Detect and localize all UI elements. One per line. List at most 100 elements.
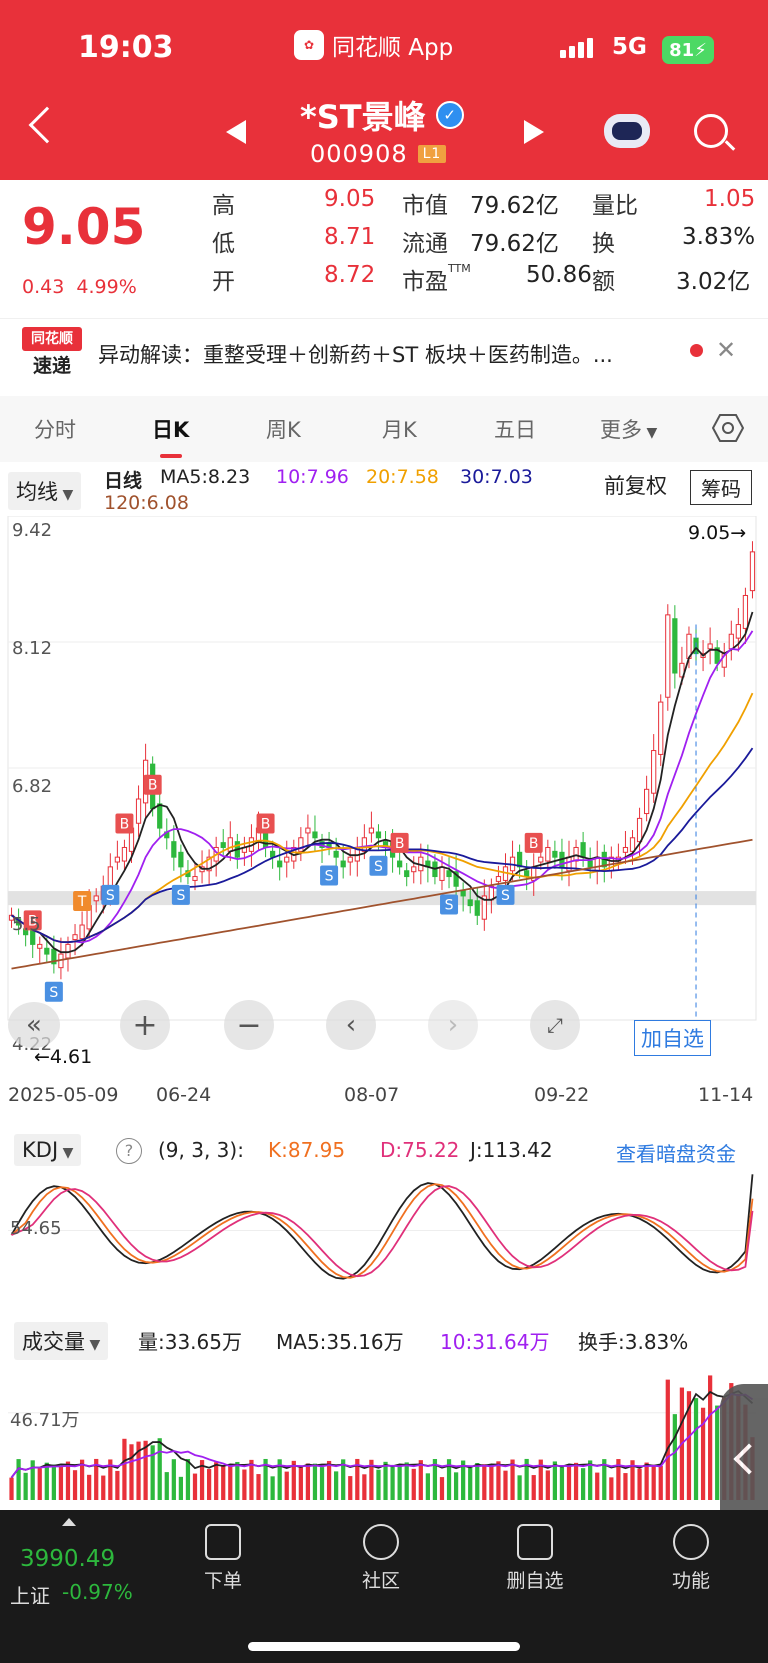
volume-bar xyxy=(24,1473,28,1500)
volume-bar xyxy=(306,1463,310,1500)
volume-bar xyxy=(398,1465,402,1500)
community-star-icon xyxy=(363,1524,399,1560)
help-icon[interactable]: ? xyxy=(116,1138,142,1164)
date-label: 06-24 xyxy=(156,1084,211,1106)
signal-badge-letter: S xyxy=(445,898,454,914)
volume-bar xyxy=(271,1476,275,1500)
tab-daily[interactable]: 日K xyxy=(152,414,189,444)
scroll-right-icon[interactable]: › xyxy=(428,1000,478,1050)
nav-functions-label: 功能 xyxy=(672,1570,710,1592)
candle-body xyxy=(278,861,282,867)
volume-bar xyxy=(652,1465,656,1500)
prev-stock-icon[interactable] xyxy=(226,120,246,144)
tab-intraday[interactable]: 分时 xyxy=(34,414,76,444)
nav-functions[interactable]: 功能 xyxy=(636,1524,746,1593)
volume-bar xyxy=(327,1461,331,1500)
candle-body xyxy=(440,867,444,881)
scroll-left-icon[interactable]: ‹ xyxy=(326,1000,376,1050)
volume-bar xyxy=(376,1470,380,1500)
volume-bar xyxy=(390,1466,394,1500)
pe-label: 市盈TTM xyxy=(402,262,471,296)
volume-bar xyxy=(256,1474,260,1500)
add-watchlist-button[interactable]: 加自选 xyxy=(634,1020,711,1056)
date-label: 2025-05-09 xyxy=(8,1084,118,1106)
nav-order[interactable]: 下单 xyxy=(168,1524,278,1593)
tab-five-day[interactable]: 五日 xyxy=(494,414,536,444)
tab-weekly[interactable]: 周K xyxy=(266,414,301,444)
next-stock-icon[interactable] xyxy=(524,120,544,144)
vol-ratio-label: 量比 xyxy=(592,186,638,220)
kdj-chart[interactable] xyxy=(0,1164,768,1304)
zoom-in-icon[interactable]: + xyxy=(120,1000,170,1050)
candle-body xyxy=(666,615,670,697)
index-value[interactable]: 3990.49 xyxy=(20,1546,115,1572)
kdj-d-value: D:75.22 xyxy=(380,1138,459,1162)
volume-bar xyxy=(426,1473,430,1500)
robot-assistant-icon[interactable] xyxy=(604,114,650,148)
ma-selector[interactable]: 均线 ▼ xyxy=(8,472,81,510)
candle-body xyxy=(313,832,317,838)
volume-bar xyxy=(595,1473,599,1500)
volume-bar xyxy=(186,1459,190,1500)
volume-bar xyxy=(348,1476,352,1500)
volume-bar xyxy=(115,1471,119,1500)
nav-remove-watch[interactable]: 删自选 xyxy=(480,1524,590,1593)
dark-pool-link[interactable]: 查看暗盘资金 xyxy=(616,1138,736,1167)
volume-bar xyxy=(193,1474,197,1500)
volume-bar xyxy=(454,1472,458,1500)
close-icon[interactable]: ✕ xyxy=(716,336,736,364)
zoom-out-icon[interactable]: − xyxy=(224,1000,274,1050)
candle-body xyxy=(729,634,733,649)
volume-chart[interactable] xyxy=(0,1354,768,1504)
y-tick-label: 6.82 xyxy=(12,776,52,797)
low-label: 低 xyxy=(212,224,235,258)
candle-body xyxy=(122,847,126,861)
kline-chart[interactable]: BTBBBBBSSSSSSS xyxy=(0,516,768,1076)
volume-bar xyxy=(405,1462,409,1500)
candle-body xyxy=(193,877,197,881)
search-icon[interactable] xyxy=(694,114,728,148)
ma120-label: 120:6.08 xyxy=(104,492,189,514)
candle-body xyxy=(546,847,550,861)
battery-level: 81 xyxy=(669,40,694,61)
candle-body xyxy=(172,842,176,858)
volume-bar xyxy=(362,1474,366,1500)
news-ticker[interactable]: 同花顺 速递 异动解读：重整受理＋创新药＋ST 板块＋医药制造。... xyxy=(0,318,768,386)
volume-bar xyxy=(475,1463,479,1500)
candle-body xyxy=(652,751,656,794)
kdj-selector[interactable]: KDJ ▼ xyxy=(14,1134,81,1166)
adjust-toggle[interactable]: 前复权 xyxy=(604,470,667,500)
remove-watchlist-icon xyxy=(517,1524,553,1560)
candle-body xyxy=(45,948,49,954)
nav-community[interactable]: 社区 xyxy=(326,1524,436,1593)
volume-bar xyxy=(383,1462,387,1500)
volume-ma10: 10:31.64万 xyxy=(440,1326,549,1355)
tab-more[interactable]: 更多 ▼ xyxy=(600,414,657,444)
volume-bar xyxy=(299,1467,303,1500)
tab-underline xyxy=(160,454,182,458)
news-text[interactable]: 异动解读：重整受理＋创新药＋ST 板块＋医药制造。... xyxy=(98,339,613,369)
tab-monthly[interactable]: 月K xyxy=(382,414,417,444)
candle-body xyxy=(645,789,649,813)
candle-body xyxy=(334,851,338,857)
signal-badge-letter: T xyxy=(77,894,87,910)
battery-icon: 81⚡ xyxy=(662,36,714,64)
chips-button[interactable]: 筹码 xyxy=(690,470,752,505)
back-icon[interactable] xyxy=(29,107,66,144)
fullscreen-icon[interactable]: ⤢ xyxy=(530,1000,580,1050)
settings-hex-icon[interactable] xyxy=(712,412,744,444)
volume-bar xyxy=(623,1473,627,1500)
index-expand-icon[interactable] xyxy=(62,1518,76,1526)
candle-body xyxy=(623,847,627,852)
volume-bar xyxy=(320,1467,324,1500)
change-value: 0.43 xyxy=(22,276,64,298)
volume-bar xyxy=(31,1460,35,1500)
level-badge: L1 xyxy=(418,145,447,163)
min-price-label: ←4.61 xyxy=(34,1046,92,1068)
current-price: 9.05 xyxy=(22,198,145,256)
order-doc-icon xyxy=(205,1524,241,1560)
candle-body xyxy=(158,804,162,828)
volume-bar xyxy=(553,1461,557,1500)
rewind-icon[interactable]: « xyxy=(8,1002,60,1048)
volume-bar xyxy=(581,1468,585,1500)
